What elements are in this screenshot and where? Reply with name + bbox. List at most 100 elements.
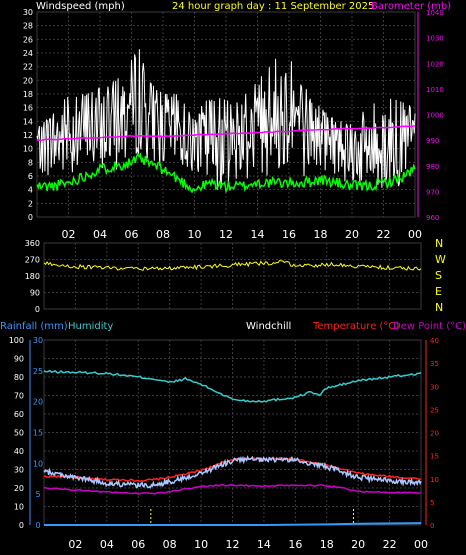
wind-tick-label: 22 xyxy=(23,63,33,72)
humidity-tick-label: 70 xyxy=(14,392,24,401)
time-tick-label: 14 xyxy=(251,228,265,241)
time-tick-label: 08 xyxy=(163,538,177,551)
humidity-tick-label: 40 xyxy=(14,447,24,456)
wind-tick-label: 16 xyxy=(23,104,33,113)
humidity-tick-label: 100 xyxy=(9,336,24,345)
direction-tick-label: 270 xyxy=(25,256,40,265)
direction-tick-label: 180 xyxy=(25,272,40,281)
barometer-tick-label: 1010 xyxy=(426,86,444,94)
rainfall-tick-label: 30 xyxy=(33,336,43,345)
time-tick-label: 02 xyxy=(62,228,76,241)
plots: 0246810121416182022242628309609709809901… xyxy=(9,8,444,551)
compass-label: N xyxy=(435,237,443,250)
barometer-tick-label: 1040 xyxy=(426,9,444,17)
time-tick-label: 00 xyxy=(408,228,422,241)
rainfall-line xyxy=(44,522,422,526)
humidity-tick-label: 30 xyxy=(14,466,24,475)
time-tick-label: 20 xyxy=(345,228,359,241)
wind-tick-label: 26 xyxy=(23,35,33,44)
windspeed-label: Windspeed (mph) xyxy=(36,1,125,12)
wind-tick-label: 12 xyxy=(23,131,33,140)
time-tick-label: 22 xyxy=(377,228,391,241)
direction-tick-label: 360 xyxy=(25,239,40,248)
humidity-label: Humidity xyxy=(68,321,113,332)
humidity-line xyxy=(43,369,422,403)
barometer-tick-label: 1000 xyxy=(426,112,444,120)
barometer-tick-label: 1020 xyxy=(426,60,444,68)
barometer-tick-label: 990 xyxy=(426,137,439,145)
rainfall-tick-label: 15 xyxy=(33,429,43,438)
time-tick-label: 10 xyxy=(194,538,208,551)
time-tick-label: 20 xyxy=(351,538,365,551)
time-tick-label: 02 xyxy=(68,538,82,551)
wind-tick-label: 20 xyxy=(23,76,33,85)
wind-tick-label: 14 xyxy=(23,117,33,126)
time-tick-label: 16 xyxy=(282,228,296,241)
direction-tick-label: 0 xyxy=(35,305,40,314)
barometer-line xyxy=(36,125,416,142)
wind-tick-label: 8 xyxy=(28,158,33,167)
wind-tick-label: 0 xyxy=(28,213,33,222)
rainfall-tick-label: 25 xyxy=(33,367,43,376)
compass-label: W xyxy=(435,253,446,266)
compass-label: S xyxy=(435,269,442,282)
temperature-tick-label: 20 xyxy=(430,430,439,438)
windchill-label: Windchill xyxy=(246,321,291,332)
temperature-line xyxy=(43,456,422,483)
rainfall-label: Rainfall (mm) xyxy=(0,321,68,332)
temperature-tick-label: 15 xyxy=(430,453,439,461)
barometer-tick-label: 1030 xyxy=(426,35,444,43)
wind-tick-label: 30 xyxy=(23,8,33,17)
time-tick-label: 16 xyxy=(288,538,302,551)
wind-tick-label: 4 xyxy=(28,186,33,195)
wind-tick-label: 18 xyxy=(23,90,33,99)
wind-tick-label: 28 xyxy=(23,22,33,31)
humidity-tick-label: 20 xyxy=(14,484,24,493)
temperature-tick-label: 25 xyxy=(430,406,439,414)
time-tick-label: 12 xyxy=(219,228,233,241)
humidity-tick-label: 60 xyxy=(14,410,24,419)
time-tick-label: 14 xyxy=(257,538,271,551)
time-tick-label: 18 xyxy=(320,538,334,551)
barometer-tick-label: 980 xyxy=(426,163,439,171)
rainfall-tick-label: 20 xyxy=(33,398,43,407)
average-wind-line xyxy=(36,152,416,194)
graph-title: 24 hour graph day : 11 September 2025 xyxy=(172,1,374,12)
wind-tick-label: 6 xyxy=(28,172,33,181)
time-tick-label: 06 xyxy=(125,228,139,241)
compass-label: N xyxy=(435,301,443,314)
humidity-tick-label: 80 xyxy=(14,373,24,382)
dewpoint-line xyxy=(43,483,422,495)
direction-tick-label: 90 xyxy=(30,289,40,298)
time-tick-label: 10 xyxy=(188,228,202,241)
rainfall-tick-label: 5 xyxy=(35,490,40,499)
barometer-tick-label: 970 xyxy=(426,188,439,196)
time-tick-label: 22 xyxy=(383,538,397,551)
dewpoint-label: Dew Point (°C) xyxy=(393,321,466,332)
rainfall-tick-label: 10 xyxy=(33,459,43,468)
humidity-tick-label: 50 xyxy=(14,429,24,438)
time-tick-label: 00 xyxy=(414,538,428,551)
temperature-tick-label: 40 xyxy=(430,337,439,345)
windchill-line xyxy=(43,454,422,489)
humidity-tick-label: 10 xyxy=(14,503,24,512)
temperature-tick-label: 35 xyxy=(430,360,439,368)
time-tick-label: 04 xyxy=(100,538,114,551)
temperature-label: Temperature (°C) xyxy=(312,321,399,332)
time-tick-label: 06 xyxy=(131,538,145,551)
temperature-tick-label: 10 xyxy=(430,476,439,484)
wind-tick-label: 2 xyxy=(28,199,33,208)
compass-label: E xyxy=(435,285,442,298)
temperature-tick-label: 30 xyxy=(430,383,439,391)
wind-tick-label: 24 xyxy=(23,49,33,58)
temperature-tick-label: 0 xyxy=(430,522,434,530)
barometer-label: Barometer (mb) xyxy=(371,1,451,12)
humidity-tick-label: 0 xyxy=(19,521,24,530)
time-tick-label: 18 xyxy=(314,228,328,241)
time-tick-label: 12 xyxy=(226,538,240,551)
wind-tick-label: 10 xyxy=(23,145,33,154)
barometer-tick-label: 960 xyxy=(426,214,439,222)
time-tick-label: 08 xyxy=(156,228,170,241)
rainfall-tick-label: 0 xyxy=(35,521,40,530)
